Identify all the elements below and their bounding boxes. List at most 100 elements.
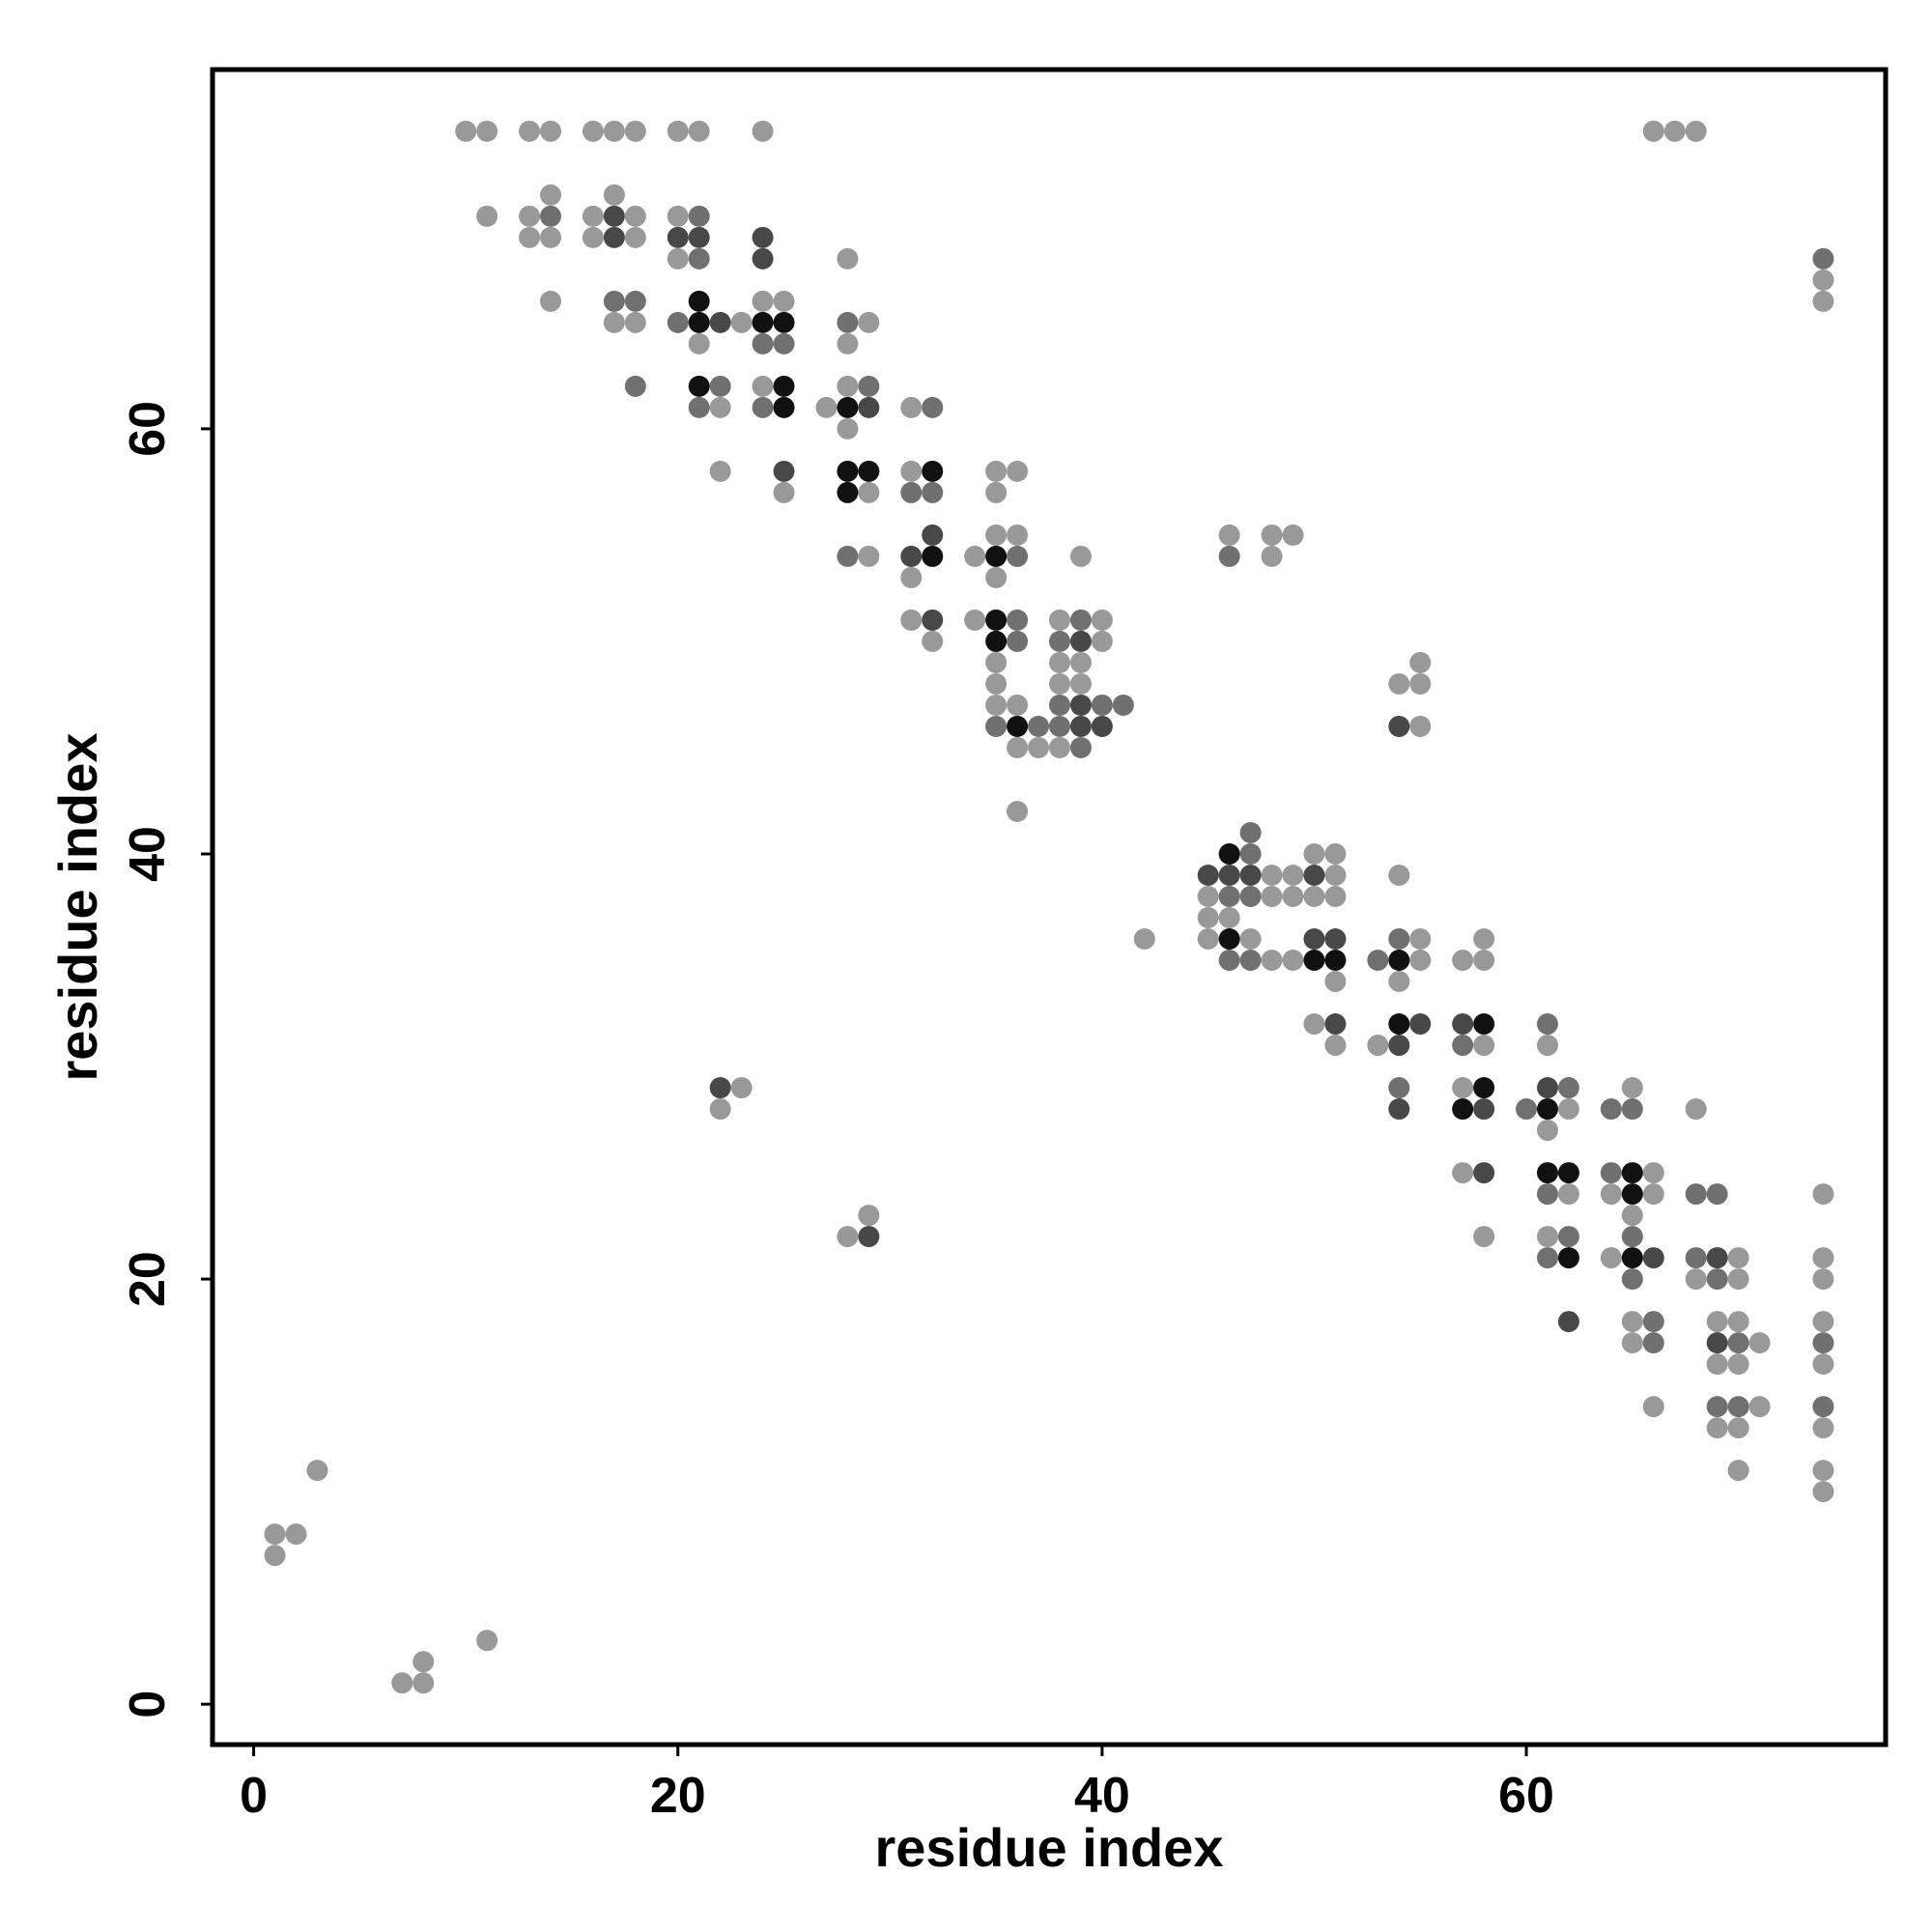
x-tick-label: 60 <box>1498 1768 1554 1824</box>
contact-point <box>1536 1035 1558 1057</box>
contact-point <box>1452 950 1474 972</box>
contact-point <box>752 375 774 397</box>
contact-point <box>1367 1035 1389 1057</box>
contact-point <box>1261 864 1283 886</box>
contact-point <box>1409 715 1432 737</box>
contact-point <box>1536 1226 1558 1248</box>
contact-point <box>837 545 859 567</box>
contact-point <box>1473 1098 1495 1121</box>
contact-point <box>1812 1460 1834 1482</box>
contact-point <box>264 1523 286 1546</box>
contact-point <box>837 311 859 333</box>
contact-point <box>1642 1396 1664 1418</box>
contact-point <box>1812 1183 1834 1206</box>
contact-point <box>1748 1332 1771 1354</box>
contact-point <box>1007 545 1029 567</box>
contact-point <box>1069 715 1092 737</box>
contact-point <box>858 375 880 397</box>
contact-point <box>752 120 774 142</box>
contact-point <box>688 311 710 333</box>
contact-point <box>858 1226 880 1248</box>
contact-point <box>1324 864 1347 886</box>
contact-point <box>1685 1098 1707 1121</box>
contact-point <box>1452 1077 1474 1099</box>
contact-point <box>1642 1162 1664 1184</box>
contact-point <box>667 205 689 227</box>
contact-point <box>1473 950 1495 972</box>
contact-point <box>1028 736 1050 758</box>
contact-point <box>582 226 604 248</box>
contact-point <box>1706 1396 1728 1418</box>
contact-point <box>709 1098 731 1121</box>
contact-point <box>1663 120 1686 142</box>
contact-point <box>1452 1098 1474 1121</box>
contact-point <box>1048 609 1070 631</box>
contact-point <box>1473 928 1495 951</box>
contact-point <box>900 396 923 418</box>
contact-point <box>837 417 859 440</box>
contact-point <box>1536 1162 1558 1184</box>
contact-point <box>1621 1183 1643 1206</box>
contact-point <box>900 545 923 567</box>
contact-point <box>837 481 859 503</box>
contact-point <box>1133 928 1155 951</box>
contact-point <box>1516 1098 1538 1121</box>
contact-point <box>688 375 710 397</box>
contact-point <box>1048 672 1070 695</box>
contact-point <box>922 460 944 482</box>
contact-point <box>1218 907 1240 929</box>
contact-point <box>1727 1353 1749 1376</box>
contact-point <box>773 460 795 482</box>
contact-point <box>1621 1077 1643 1099</box>
contact-point <box>1536 1077 1558 1099</box>
contact-point <box>858 545 880 567</box>
contact-point <box>1303 842 1325 865</box>
contact-point <box>985 694 1008 716</box>
contact-point <box>1388 928 1410 951</box>
contact-point <box>603 184 625 206</box>
contact-point <box>922 545 944 567</box>
contact-point <box>858 396 880 418</box>
contact-point <box>1091 715 1113 737</box>
contact-point <box>1303 928 1325 951</box>
contact-point <box>688 120 710 142</box>
plot-frame <box>210 67 1889 1747</box>
contact-point <box>985 630 1008 652</box>
y-axis-label: residue index <box>47 732 108 1081</box>
contact-point <box>1706 1353 1728 1376</box>
contact-point <box>752 311 774 333</box>
contact-point <box>837 247 859 270</box>
contact-point <box>688 226 710 248</box>
contact-point <box>1409 672 1432 695</box>
contact-point <box>752 226 774 248</box>
contact-point <box>1812 1311 1834 1333</box>
contact-point <box>1473 1226 1495 1248</box>
contact-point <box>1409 651 1432 673</box>
contact-point <box>1536 1247 1558 1269</box>
contact-point <box>1621 1162 1643 1184</box>
contact-point <box>1706 1417 1728 1439</box>
contact-point <box>1091 609 1113 631</box>
contact-point <box>412 1651 435 1673</box>
contact-point <box>752 332 774 355</box>
contact-point <box>1557 1183 1579 1206</box>
contact-point <box>1388 864 1410 886</box>
contact-point <box>709 311 731 333</box>
contact-point <box>1007 609 1029 631</box>
contact-point <box>709 375 731 397</box>
contact-point <box>1748 1396 1771 1418</box>
contact-point <box>1388 672 1410 695</box>
contact-point <box>1621 1247 1643 1269</box>
contact-point <box>688 290 710 312</box>
contact-point <box>752 396 774 418</box>
contact-point <box>519 226 541 248</box>
contact-point <box>1727 1247 1749 1269</box>
contact-point <box>1536 1120 1558 1142</box>
contact-point <box>1282 950 1304 972</box>
contact-point <box>1727 1460 1749 1482</box>
y-tick-label: 40 <box>120 826 176 882</box>
contact-point <box>900 609 923 631</box>
contact-point <box>1473 1013 1495 1036</box>
contact-point <box>709 460 731 482</box>
contact-point <box>1706 1268 1728 1291</box>
